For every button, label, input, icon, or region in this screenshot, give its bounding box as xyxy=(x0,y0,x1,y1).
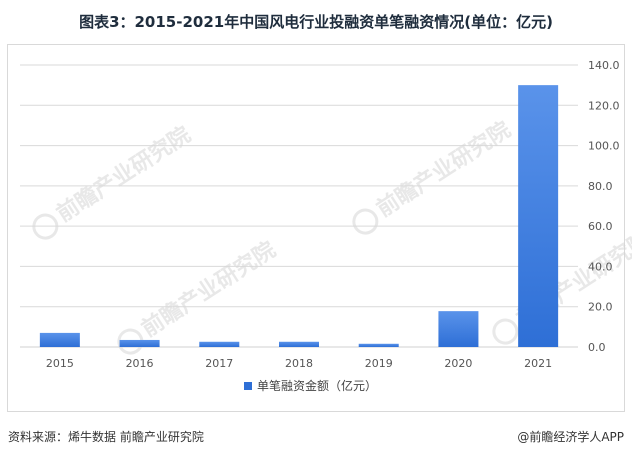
bar xyxy=(119,339,160,347)
source-note: 资料来源：烯牛数据 前瞻产业研究院 xyxy=(8,430,204,444)
y-tick-label: 0.0 xyxy=(588,341,606,354)
bar xyxy=(358,343,399,347)
chart-title: 图表3：2015-2021年中国风电行业投融资单笔融资情况(单位：亿元) xyxy=(79,13,553,31)
legend: 单笔融资金额（亿元） xyxy=(244,378,377,393)
y-tick-label: 100.0 xyxy=(588,140,620,153)
bar xyxy=(438,311,479,347)
y-tick-label: 40.0 xyxy=(588,260,613,273)
y-tick-label: 140.0 xyxy=(588,59,620,72)
x-tick-label: 2015 xyxy=(46,357,74,370)
x-tick-label: 2019 xyxy=(365,357,393,370)
bar xyxy=(39,332,80,347)
chart-frame: 前瞻产业研究院 前瞻产业研究院 前瞻产业研究院 前瞻产业研究院 0.0 20.0 4… xyxy=(7,44,632,412)
x-tick-label: 2020 xyxy=(444,357,472,370)
x-tick-label: 2021 xyxy=(524,357,552,370)
y-tick-label: 80.0 xyxy=(588,180,613,193)
y-tick-label: 20.0 xyxy=(588,301,613,314)
y-tick-label: 120.0 xyxy=(588,99,620,112)
x-tick-label: 2018 xyxy=(285,357,313,370)
bar-chart: 0.0 20.0 40.0 60.0 80.0 100.0 120.0 140.0 2015 20… xyxy=(20,59,620,393)
brand-label: @前瞻经济学人APP xyxy=(517,430,624,444)
bar xyxy=(279,341,319,347)
legend-swatch xyxy=(244,382,252,390)
legend-label: 单笔融资金额（亿元） xyxy=(257,378,377,393)
x-tick-label: 2016 xyxy=(126,357,154,370)
y-tick-label: 60.0 xyxy=(588,220,613,233)
bar xyxy=(199,341,240,347)
bar xyxy=(518,85,559,347)
x-tick-label: 2017 xyxy=(205,357,233,370)
